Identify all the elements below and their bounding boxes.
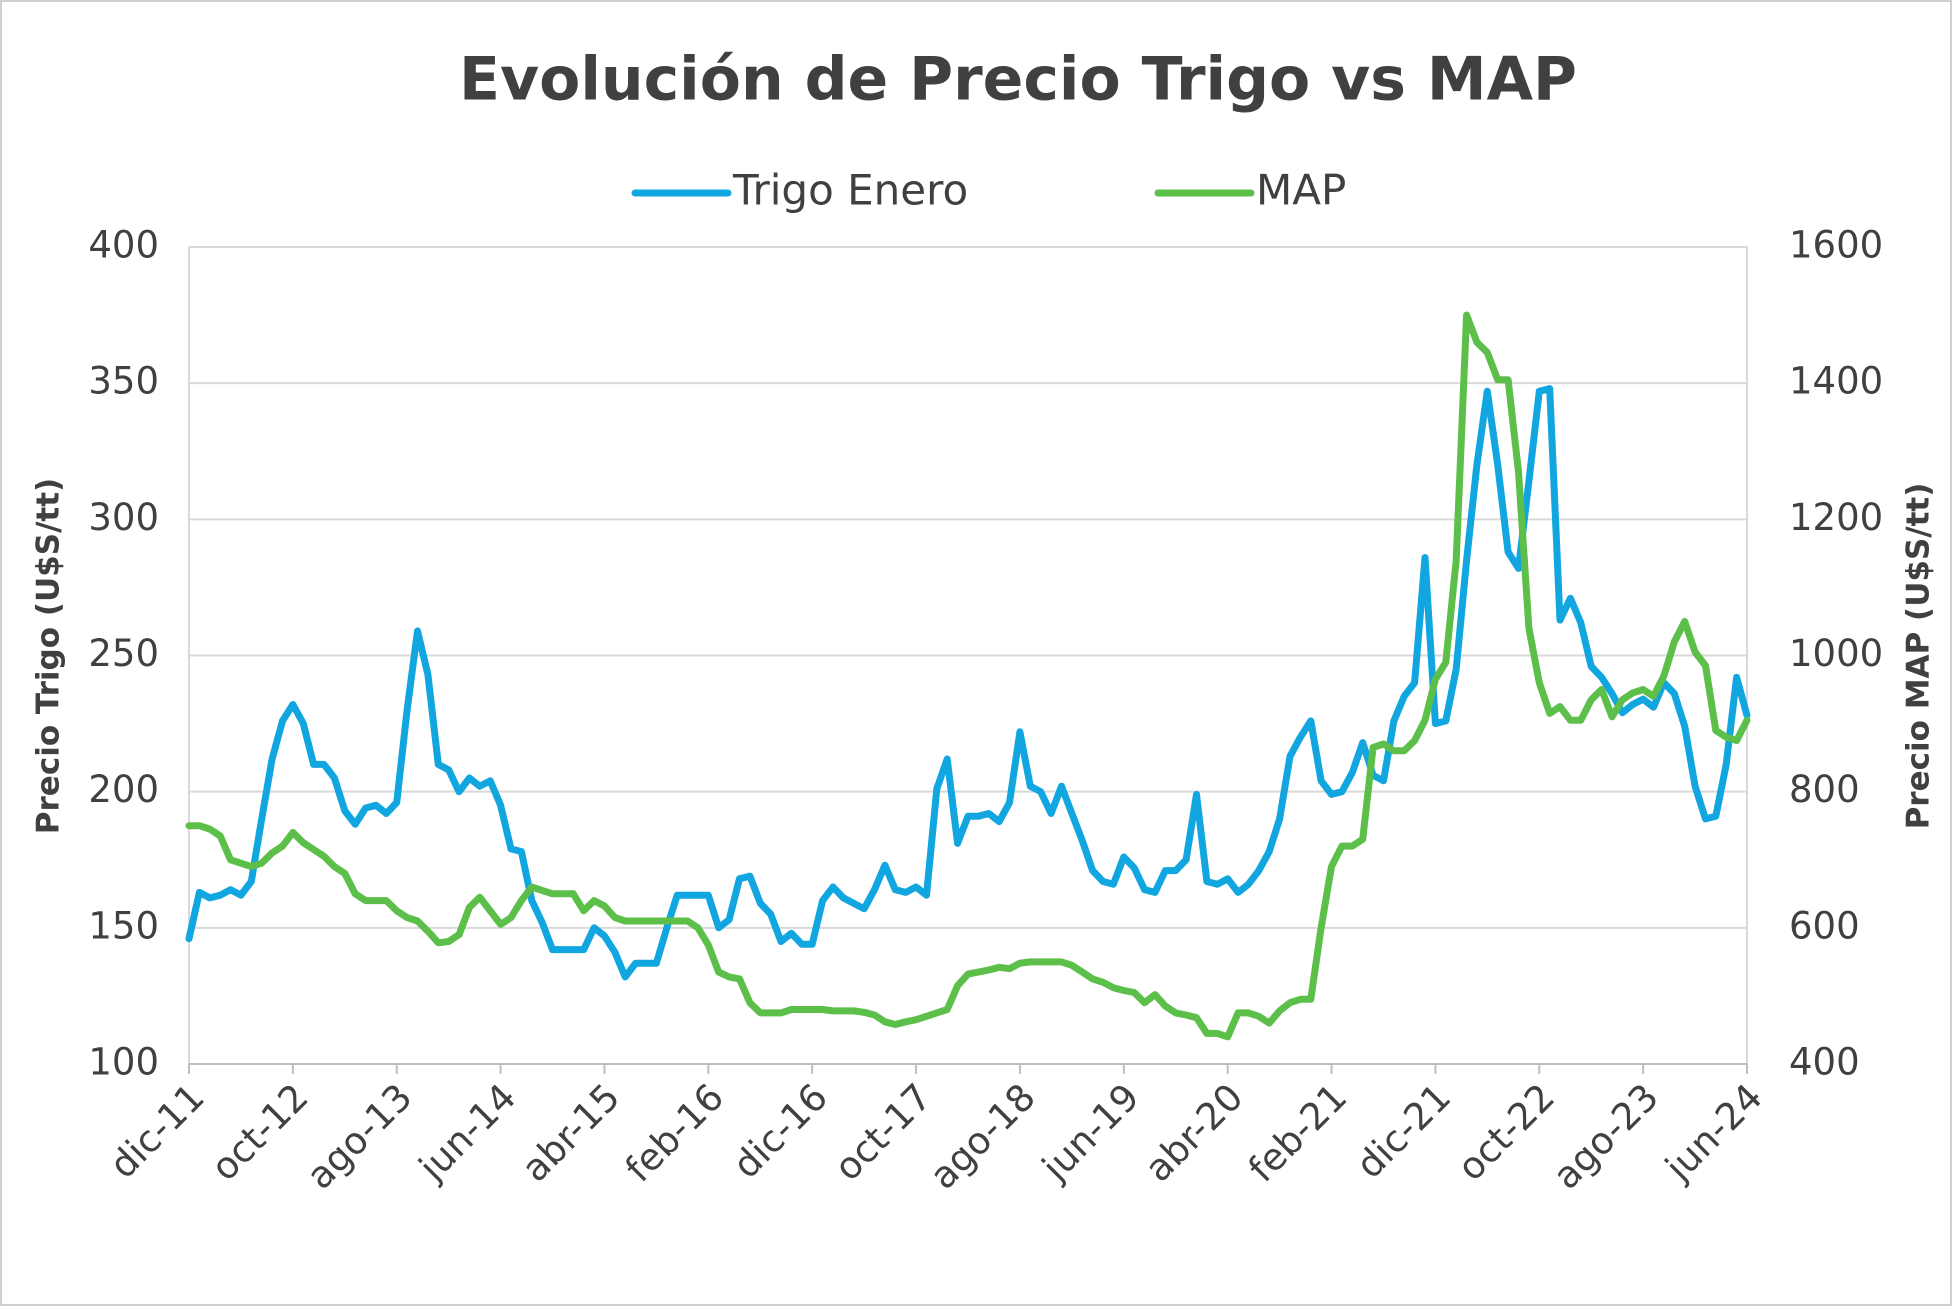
y2-tick-label: 1600 xyxy=(1789,224,1883,267)
y-tick-label: 350 xyxy=(88,360,159,403)
y-tick-label: 400 xyxy=(88,224,159,267)
y2-axis-title: Precio MAP (U$S/tt) xyxy=(1901,483,1937,830)
y-axis-title: Precio Trigo (U$S/tt) xyxy=(31,478,67,834)
y2-tick-label: 1200 xyxy=(1789,496,1883,539)
y2-tick-label: 1400 xyxy=(1789,360,1883,403)
y-tick-label: 300 xyxy=(88,496,159,539)
series-line xyxy=(185,385,1751,981)
y-tick-label: 250 xyxy=(88,632,159,675)
chart-title: Evolución de Precio Trigo vs MAP xyxy=(459,45,1577,115)
y2-tick-label: 1000 xyxy=(1789,632,1883,675)
y-tick-label: 200 xyxy=(88,768,159,811)
series-line xyxy=(185,311,1751,1041)
y2-tick-label: 800 xyxy=(1789,768,1860,811)
y2-tick-label: 400 xyxy=(1789,1041,1860,1084)
legend-label: MAP xyxy=(1256,166,1346,215)
y-tick-label: 150 xyxy=(88,904,159,947)
legend-label: Trigo Enero xyxy=(732,166,968,215)
y-tick-label: 100 xyxy=(88,1041,159,1084)
y2-tick-label: 600 xyxy=(1789,904,1860,947)
